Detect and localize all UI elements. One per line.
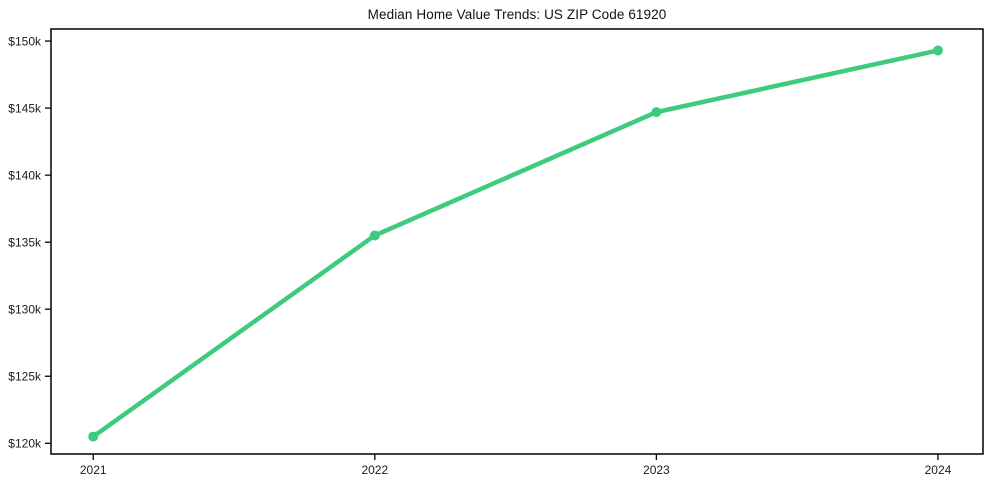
plot-frame (50, 28, 984, 455)
y-tick-label: $125k (8, 369, 42, 383)
y-tick-label: $120k (8, 436, 42, 450)
trend-line (90, 48, 941, 439)
y-tick-label: $140k (8, 168, 42, 182)
x-tick-label: 2022 (361, 463, 388, 477)
x-tick-label: 2021 (80, 463, 107, 477)
x-tick-label: 2024 (925, 463, 952, 477)
chart-title: Median Home Value Trends: US ZIP Code 61… (367, 7, 667, 22)
data-point-marker (651, 107, 662, 118)
data-point-marker (932, 45, 943, 56)
y-tick-label: $135k (8, 235, 42, 249)
y-tick-label: $130k (8, 302, 42, 316)
data-point-marker (88, 431, 99, 442)
data-point-marker (369, 230, 380, 241)
x-tick-label: 2023 (643, 463, 670, 477)
y-tick-label: $150k (8, 34, 42, 48)
y-tick-label: $145k (8, 101, 42, 115)
